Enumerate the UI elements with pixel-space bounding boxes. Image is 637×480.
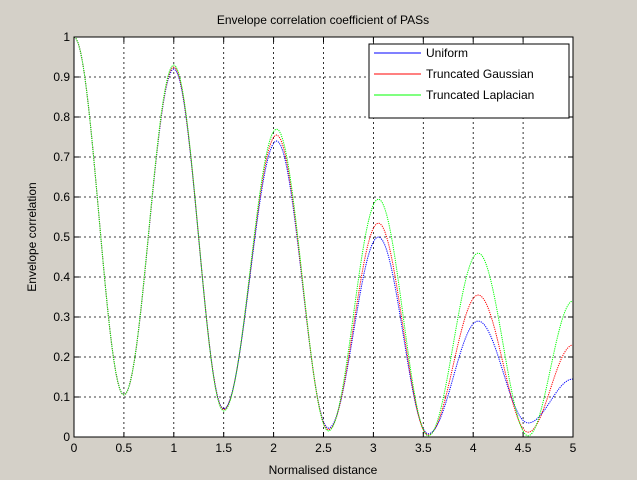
y-tick-label: 0.3 [53, 310, 70, 324]
x-tick-label: 0.5 [116, 441, 133, 455]
series-line-truncated-gaussian [73, 36, 574, 436]
x-tick-label: 3 [370, 441, 377, 455]
x-tick-label: 5 [570, 441, 577, 455]
y-tick-label: 0.7 [53, 150, 70, 164]
x-tick-label: 3.5 [415, 441, 432, 455]
chart-title: Envelope correlation coefficient of PASs [217, 13, 429, 27]
y-tick-label: 0.4 [53, 270, 70, 284]
tick-labels: 0 0.5 1 1.5 2 2.5 3 3.5 4 4.5 5 0 0.1 0.2 0.3 0.4 0.5 0.6… [53, 30, 576, 455]
axes-frame [73, 36, 574, 438]
legend-label-truncated-gaussian: Truncated Gaussian [426, 67, 534, 81]
legend-label-uniform: Uniform [426, 46, 468, 60]
x-tick-label: 1 [170, 441, 177, 455]
x-tick-label: 4 [470, 441, 477, 455]
x-tick-label: 4.5 [515, 441, 532, 455]
x-tick-label: 2 [270, 441, 277, 455]
y-tick-label: 0.8 [53, 110, 70, 124]
y-tick-label: 1 [63, 30, 70, 44]
y-tick-label: 0.2 [53, 350, 70, 364]
x-tick-label: 0 [71, 441, 78, 455]
x-tick-label: 1.5 [215, 441, 232, 455]
series-line-truncated-laplacian [73, 36, 574, 437]
legend: Uniform Truncated Gaussian Truncated Lapla… [368, 43, 570, 119]
y-tick-label: 0.6 [53, 190, 70, 204]
legend-box [368, 43, 570, 119]
series-lines [73, 36, 574, 437]
x-tick-label: 2.5 [315, 441, 332, 455]
y-axis-label: Envelope correlation [25, 182, 39, 291]
y-tick-label: 0.1 [53, 390, 70, 404]
x-axis-label: Normalised distance [269, 463, 378, 477]
y-tick-label: 0.9 [53, 70, 70, 84]
y-tick-label: 0 [63, 430, 70, 444]
y-tick-label: 0.5 [53, 230, 70, 244]
legend-label-truncated-laplacian: Truncated Laplacian [426, 88, 534, 102]
